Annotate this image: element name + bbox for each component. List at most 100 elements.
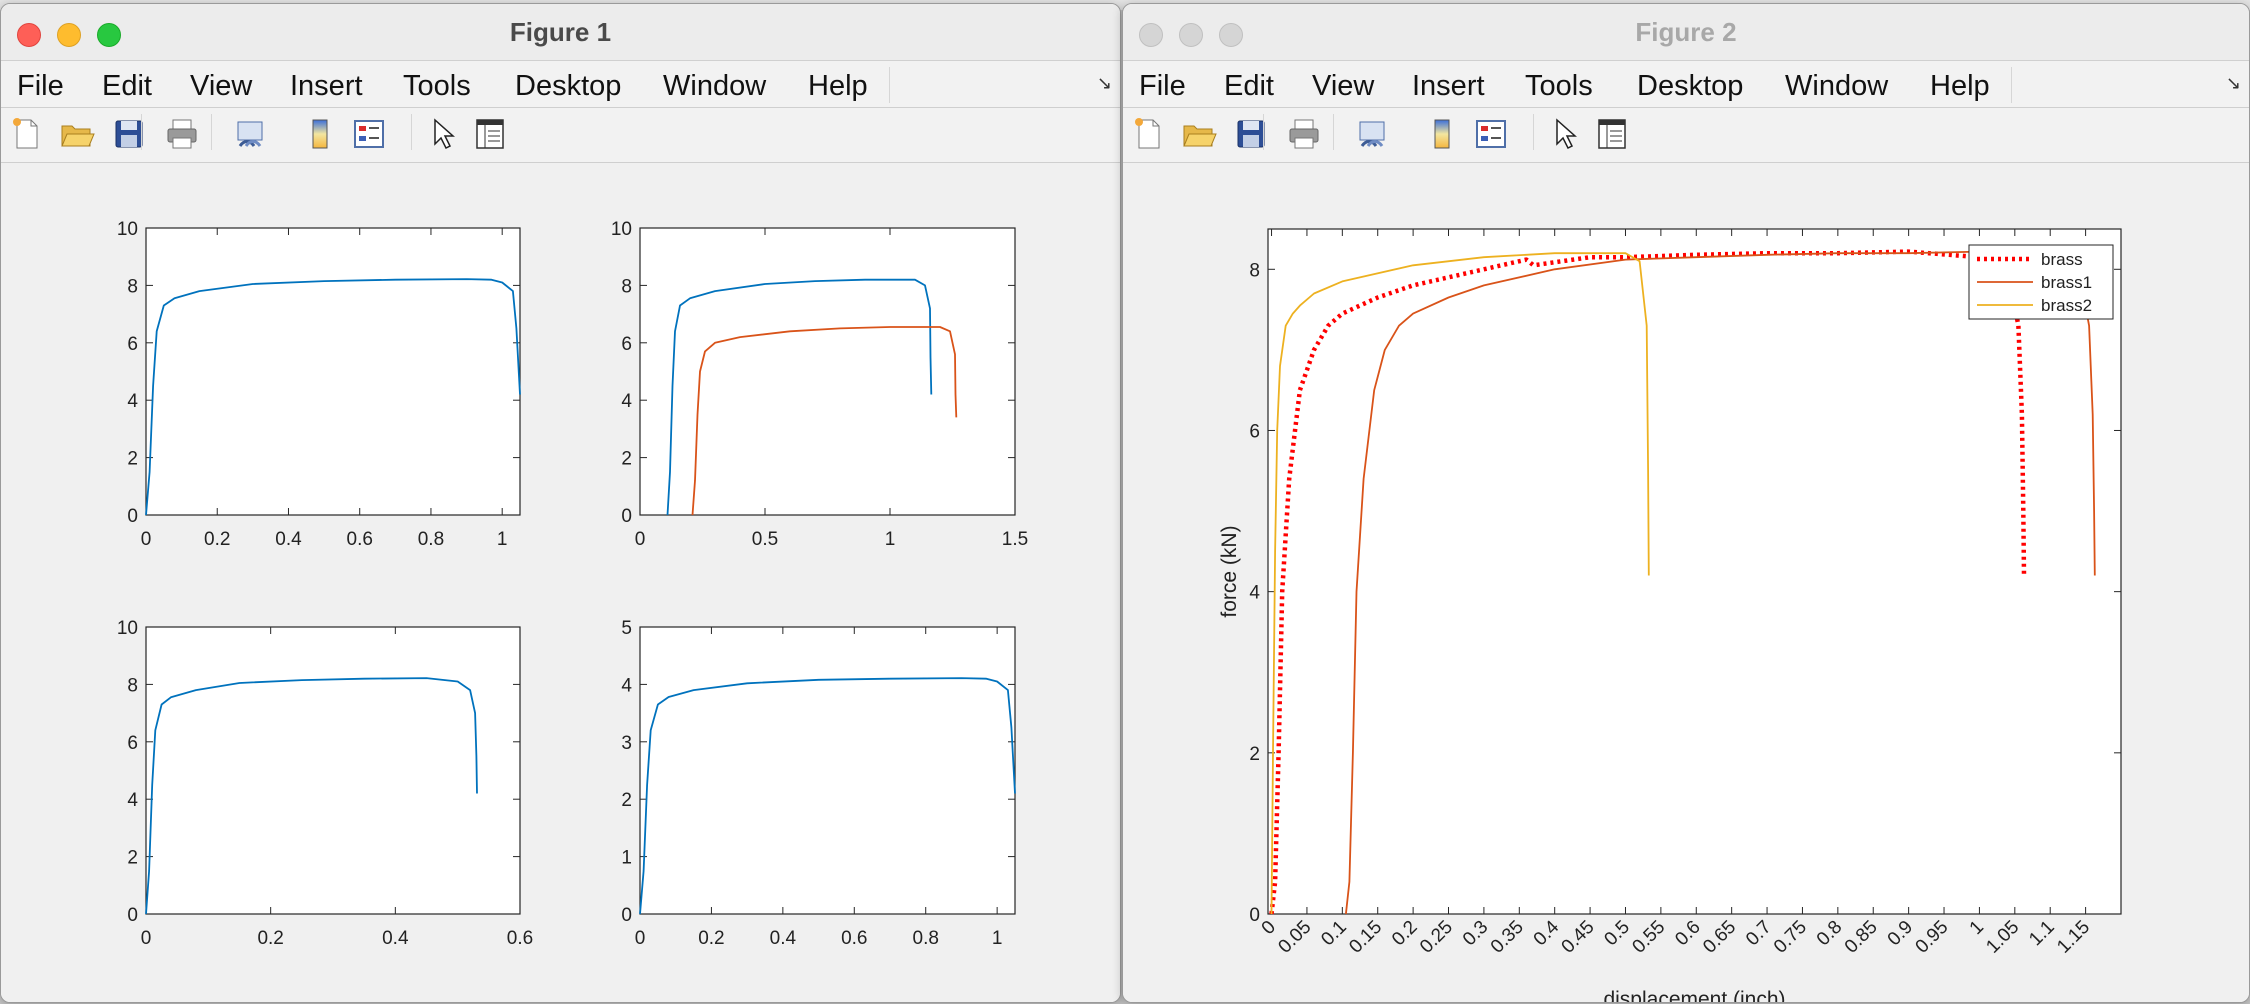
x-tick-label: 0.3 [1459,917,1493,951]
x-tick-label: 0.85 [1841,917,1882,958]
menu-view[interactable]: View [190,70,253,102]
edit-plot-arrow-icon[interactable] [1547,116,1583,152]
menu-window[interactable]: Window [663,70,767,102]
new-figure-icon[interactable] [1131,116,1167,152]
y-tick-label: 4 [621,391,632,412]
save-icon[interactable] [1233,116,1269,152]
y-tick-label: 6 [1249,421,1260,442]
x-tick-label: 0 [635,529,646,550]
x-tick-label: 0.7 [1742,917,1776,951]
toolbar-separator [411,114,412,150]
figure-2-canvas: 00.05 0.10.15 0.20.25 0.30.35 0.40.45 0.50.55… [1218,228,2122,1002]
y-tick-label: 4 [127,790,138,811]
y-tick-label: 2 [127,848,138,869]
x-tick-label: 0.8 [913,928,939,949]
x-tick-label: 0.6 [507,928,533,949]
y-tick-label: 4 [621,675,632,696]
minimize-window-button[interactable] [1179,23,1203,47]
y-tick-label: 8 [1249,260,1260,281]
menu-dock-arrow-icon[interactable]: ↘ [1096,73,1112,93]
y-tick-label: 6 [621,334,632,355]
x-tick-label: 0.6 [347,529,373,550]
x-tick-label: 0.8 [1813,917,1847,951]
y-axis-label: force (kN) [1218,525,1241,617]
x-tick-label: 1.5 [1002,529,1028,550]
insert-legend-icon[interactable] [351,116,387,152]
property-inspector-icon[interactable] [1594,116,1630,152]
new-figure-icon[interactable] [9,116,45,152]
x-tick-label: 0.2 [1388,917,1422,951]
x-tick-label: 0.2 [257,928,283,949]
menu-tools[interactable]: Tools [403,70,471,102]
toolbar-separator [1533,114,1534,150]
x-tick-label: 0.95 [1912,917,1953,958]
plot-area: 0 0.2 0.4 0.6 0.8 1 0 2 4 6 8 10 0 0.5 1 1.5 0 2 4 6 8 10 0 0.2… [1,163,1120,1002]
menu-edit[interactable]: Edit [1224,70,1274,102]
x-tick-label: 0.05 [1274,917,1315,958]
menu-file[interactable]: File [1139,70,1186,102]
menu-window[interactable]: Window [1785,70,1889,102]
menu-help[interactable]: Help [1930,70,1990,102]
axes-box [145,626,521,915]
x-tick-label: 0.45 [1558,917,1599,958]
x-tick-label: 1 [885,529,896,550]
minimize-window-button[interactable] [57,23,81,47]
open-file-icon[interactable] [1181,116,1217,152]
menu-help[interactable]: Help [808,70,868,102]
menu-view[interactable]: View [1312,70,1375,102]
menu-separator [2011,67,2012,103]
axes: 0 0.2 0.4 0.6 0.8 1 0 1 2 3 4 5 [621,618,1016,949]
menu-file[interactable]: File [17,70,64,102]
series-1-line [145,677,478,915]
menu-edit[interactable]: Edit [102,70,152,102]
y-tick-label: 8 [621,276,632,297]
y-tick-label: 8 [127,276,138,297]
link-plot-icon[interactable] [232,116,268,152]
open-file-icon[interactable] [59,116,95,152]
x-tick-label: 0.75 [1770,917,1811,958]
close-window-button[interactable] [17,23,41,47]
zoom-window-button[interactable] [1219,23,1243,47]
x-tick-label: 1 [1966,917,1988,939]
y-tick-label: 3 [621,733,632,754]
x-tick-label: 0.9 [1884,917,1918,951]
figure-2-window: Figure 2 File Edit View Insert Tools Des… [1122,3,2250,1003]
property-inspector-icon[interactable] [472,116,508,152]
close-window-button[interactable] [1139,23,1163,47]
menu-insert[interactable]: Insert [290,70,363,102]
x-tick-label: 1.05 [1982,917,2023,958]
link-plot-icon[interactable] [1354,116,1390,152]
series-brass2-line [1270,252,1650,915]
y-tick-label: 4 [1249,583,1260,604]
insert-colorbar-icon[interactable] [1424,116,1460,152]
x-tick-label: 0.25 [1416,917,1457,958]
x-tick-label: 0 [1258,917,1280,939]
edit-plot-arrow-icon[interactable] [425,116,461,152]
menu-desktop[interactable]: Desktop [1637,70,1744,102]
window-title: Figure 2 [1635,17,1737,47]
plot-area: 0 0.05 0.1 0.15 0.2 0.25 0.3 0.35 0.4 0.45 0.5 0.55… [1123,163,2249,1002]
axes-box [145,227,521,516]
print-icon[interactable] [164,116,200,152]
axes-box [1267,228,2122,915]
menu-dock-arrow-icon[interactable]: ↘ [2225,73,2241,93]
insert-colorbar-icon[interactable] [302,116,338,152]
insert-legend-icon[interactable] [1473,116,1509,152]
x-tick-label: 0.2 [698,928,724,949]
menu-insert[interactable]: Insert [1412,70,1485,102]
x-tick-label: 0.55 [1628,917,1669,958]
print-icon[interactable] [1286,116,1322,152]
menu-desktop[interactable]: Desktop [515,70,622,102]
title-bar: Figure 1 [1,4,1120,61]
x-tick-label: 1.15 [2053,917,2094,958]
axes: 0 0.2 0.4 0.6 0 2 4 6 8 10 [117,618,533,949]
zoom-window-button[interactable] [97,23,121,47]
x-tick-label: 0.4 [1530,916,1564,950]
y-tick-label: 0 [1249,905,1260,926]
x-tick-label: 0.2 [204,529,230,550]
menu-tools[interactable]: Tools [1525,70,1593,102]
x-tick-label: 0.1 [1317,917,1351,951]
save-icon[interactable] [111,116,147,152]
toolbar-separator [1263,114,1264,150]
